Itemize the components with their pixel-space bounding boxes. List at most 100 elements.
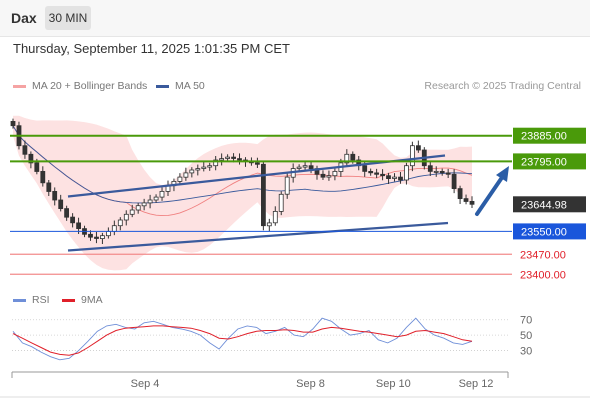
candle-body [439,170,445,174]
x-tick-label: Sep 4 [131,378,160,390]
candle-body [177,176,183,182]
legend-rsi-label: RSI [32,294,50,306]
level-tag-label: 23795.00 [521,156,567,168]
chart-header: Dax 30 MIN [0,0,590,37]
candle-body [147,199,153,204]
timestamp: Thursday, September 11, 2025 1:01:35 PM … [13,41,290,56]
level-tag-label: 23644.98 [521,199,567,211]
candle-body [445,172,451,175]
candle-body [326,175,332,178]
candle-body [213,159,219,167]
rsi-ma-swatch [62,298,75,302]
indicator-tick-label: 50 [520,330,532,342]
candle-body [266,222,272,227]
candle-body [129,209,135,215]
bollinger-band [13,115,472,271]
candle-body [260,163,266,227]
level-tag-label: 23470.00 [520,249,566,261]
legend-ma50: MA 50 [156,80,205,92]
candle-body [344,153,350,164]
candle-body [34,162,40,172]
copyright-text: Research © 2025 Trading Central [424,80,581,92]
candle-body [22,145,28,155]
candle-body [195,168,201,171]
candle-body [350,153,356,161]
legend-rsi: RSI [13,294,50,306]
candle-body [368,170,374,174]
candle-body [409,145,415,167]
rsi-ma-line [12,325,473,356]
candle-body [237,158,242,161]
candle-body [415,145,421,151]
candle-body [64,208,69,218]
legend-ma50-label: MA 50 [175,80,205,92]
candle-body [392,176,397,179]
candle-body [94,236,99,239]
candle-body [332,170,338,177]
candle-body [106,230,111,237]
rsi-swatch [13,298,26,302]
level-tag-label: 23550.00 [521,226,567,238]
ma50-swatch [156,84,169,88]
candle-body [52,190,58,201]
candle-body [201,166,207,169]
candle-body [135,205,141,211]
candle-body [46,182,52,192]
legend-ma20: MA 20 + Bollinger Bands [13,80,147,92]
candle-body [296,166,302,169]
candle-body [308,165,314,169]
candle-body [189,169,195,174]
candle-body [380,173,386,177]
level-tag-bg [513,153,586,170]
candle-body [159,190,165,198]
level-tag-bg [513,196,586,213]
x-tick-label: Sep 10 [376,378,411,390]
candle-body [153,196,159,201]
candle-body [362,165,368,172]
candle-body [463,198,469,202]
candle-body [111,225,117,232]
candle-body [10,121,16,127]
rsi-line [12,317,473,361]
candle-body [427,165,433,172]
candle-body [320,173,326,178]
candle-body [433,170,439,173]
x-tick-label: Sep 12 [459,378,494,390]
candle-body [76,222,81,229]
level-tag-bg [513,127,586,144]
candle-body [457,188,463,200]
ma20-swatch [13,84,26,88]
channel-lower-line [67,221,449,252]
interval-button[interactable]: 30 MIN [45,6,91,30]
candle-body [451,173,457,190]
candle-body [278,193,284,212]
legend-rsi-ma-label: 9MA [81,294,103,306]
indicator-tick-label: 30 [520,346,532,358]
candle-body [284,176,290,195]
candle-body [272,210,278,224]
candle-body [100,235,105,239]
candle-body [88,233,93,238]
candle-body [183,172,189,178]
level-tag-bg [513,223,586,240]
candle-body [398,176,403,181]
candle-body [374,172,380,175]
indicator-tick-label: 70 [520,315,532,327]
candle-body [403,165,409,181]
candle-body [225,156,231,159]
candle-body [231,156,237,159]
candle-body [117,219,123,227]
candle-body [28,153,34,164]
candle-body [207,165,213,168]
candle-body [70,216,75,224]
candle-body [58,199,64,210]
candle-body [302,165,308,168]
candle-body [219,158,225,161]
candle-body [123,213,129,221]
forecast-arrow-head [496,166,509,182]
candle-body [141,202,147,207]
level-tag-label: 23400.00 [520,269,566,281]
forecast-arrow-shaft [475,174,505,216]
